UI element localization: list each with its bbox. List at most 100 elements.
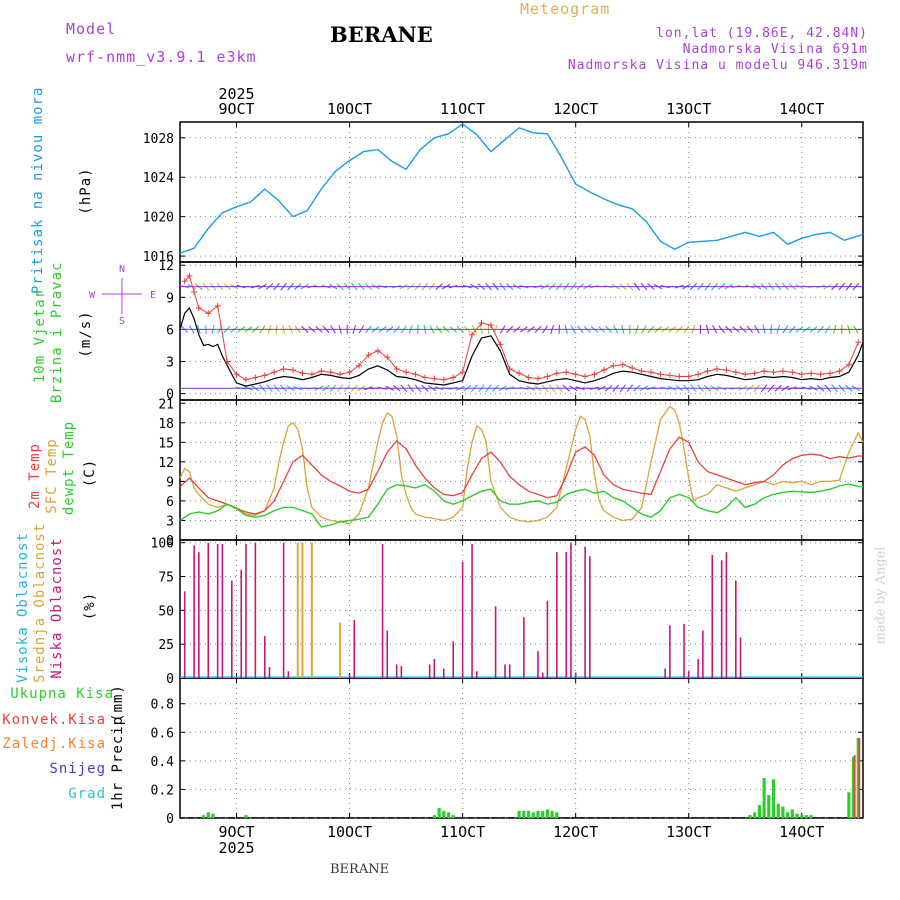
ytick-label-precip: 0.6	[151, 726, 174, 741]
total-rain-bar	[786, 812, 790, 818]
ytick-label-wind: 3	[166, 355, 174, 370]
total-rain-bar	[767, 795, 771, 818]
legend-graupel: Grad	[68, 786, 106, 802]
model-elevation-label: Nadmorska Visina u modelu 946.319m	[567, 58, 868, 73]
legend-snow: Snijeg	[49, 761, 106, 777]
ytick-label-cloud: 25	[158, 638, 174, 653]
ytick-label-wind: 0	[166, 388, 174, 403]
total-rain-bar	[856, 738, 860, 818]
compass-e: E	[150, 290, 156, 301]
compass-s: S	[119, 316, 125, 327]
total-rain-bar	[522, 810, 526, 818]
ytick-label-precip: 0.2	[151, 783, 174, 798]
total-rain-bar	[244, 815, 248, 818]
compass-w: W	[89, 290, 96, 301]
ytick-label-pressure: 1024	[143, 171, 174, 186]
wind-gust-line	[184, 274, 859, 381]
x-top-label: 14OCT	[779, 100, 824, 118]
convective-rain-bar	[853, 755, 856, 818]
ytick-label-precip: 0	[166, 812, 174, 827]
total-rain-bar	[748, 815, 752, 818]
total-rain-bar	[432, 815, 436, 818]
total-rain-bar	[555, 812, 559, 818]
sfc-temp-line	[179, 405, 864, 525]
total-rain-bar	[809, 815, 813, 818]
total-rain-bar	[790, 809, 794, 818]
convective-rain-bar	[858, 738, 861, 818]
dewpt-temp-line	[179, 483, 863, 528]
ytick-label-temperature: 9	[166, 475, 174, 490]
total-rain-bar	[776, 803, 780, 818]
compass-n: N	[119, 264, 125, 275]
ytick-label-precip: 0.4	[151, 755, 175, 770]
x-bottom-label: 13OCT	[666, 823, 711, 841]
legend-convective-rain: Konvek.Kisa	[2, 712, 106, 728]
total-rain-bar	[536, 810, 540, 818]
x-top-label: 12OCT	[553, 100, 598, 118]
ytick-label-temperature: 18	[158, 417, 174, 432]
panel-frame-temperature	[179, 399, 864, 541]
ytick-label-cloud: 75	[158, 571, 174, 586]
station-title: BERANE	[330, 22, 433, 47]
total-rain-bar	[206, 812, 210, 818]
panel-frame-cloud	[179, 539, 864, 679]
x-bottom-year: 2025	[218, 839, 254, 857]
ytick-label-pressure: 1020	[143, 211, 174, 226]
ytick-label-cloud: 50	[158, 604, 174, 619]
x-top-year: 2025	[218, 85, 254, 103]
total-rain-bar	[527, 810, 531, 818]
total-rain-bar	[852, 756, 856, 818]
ytick-label-temperature: 0	[166, 534, 174, 549]
footer-station: BERANE	[330, 862, 390, 877]
ytick-label-wind: 12	[158, 259, 174, 274]
total-rain-bar	[451, 815, 455, 818]
total-rain-bar	[442, 810, 446, 818]
total-rain-bar	[795, 813, 799, 818]
total-rain-bar	[545, 809, 549, 818]
panel-frame-precip	[179, 677, 864, 819]
ytick-label-cloud: 100	[151, 537, 174, 552]
ytick-label-cloud: 0	[166, 672, 174, 687]
x-bottom-label: 14OCT	[779, 823, 824, 841]
x-bottom-label: 10OCT	[327, 823, 372, 841]
total-rain-bar	[541, 810, 545, 818]
ytick-label-temperature: 12	[158, 456, 174, 471]
ytick-label-precip: 0.8	[151, 698, 174, 713]
x-top-label: 10OCT	[327, 100, 372, 118]
ytick-label-pressure: 1016	[143, 250, 174, 265]
ytick-label-wind: 9	[166, 291, 174, 306]
total-rain-bar	[437, 808, 441, 818]
product-title: Meteogram	[520, 0, 611, 18]
pressure-line	[179, 123, 864, 254]
total-rain-bar	[757, 805, 761, 818]
total-rain-bar	[753, 812, 757, 818]
ytick-label-temperature: 3	[166, 514, 174, 529]
legend-total-rain: Ukupna Kisa	[10, 686, 114, 702]
total-rain-bar	[202, 815, 206, 818]
total-rain-bar	[800, 815, 804, 818]
ytick-label-temperature: 15	[158, 436, 174, 451]
x-top-label: 13OCT	[666, 100, 711, 118]
total-rain-bar	[211, 813, 215, 818]
model-label: Model	[66, 20, 117, 38]
ytick-label-wind: 6	[166, 323, 174, 338]
x-top-label: 11OCT	[440, 100, 485, 118]
total-rain-bar	[781, 806, 785, 818]
x-bottom-label: 11OCT	[440, 823, 485, 841]
lonlat-label: lon,lat (19.86E, 42.84N)	[656, 26, 868, 41]
panel-frame-pressure	[179, 121, 864, 263]
wind-speed-line	[179, 306, 864, 387]
x-bottom-label: 12OCT	[553, 823, 598, 841]
total-rain-bar	[762, 778, 766, 818]
legend-freezing-rain: Zaledj.Kisa	[2, 736, 106, 752]
total-rain-bar	[771, 779, 776, 818]
total-rain-bar	[446, 812, 451, 818]
x-bottom-label: 9OCT	[218, 823, 254, 841]
total-rain-bar	[804, 815, 809, 818]
2m-temp-line	[179, 436, 863, 515]
total-rain-bar	[517, 810, 521, 818]
total-rain-bar	[531, 812, 535, 818]
total-rain-bar	[550, 810, 554, 818]
ytick-label-pressure: 1028	[143, 132, 174, 147]
ytick-label-temperature: 6	[166, 495, 174, 510]
